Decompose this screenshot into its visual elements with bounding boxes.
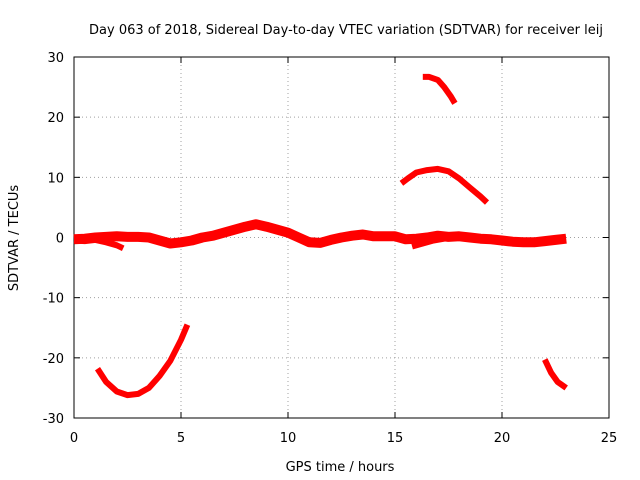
x-tick-label: 15: [387, 431, 404, 446]
y-tick-label: 30: [47, 51, 64, 66]
y-tick-label: 10: [47, 171, 64, 186]
x-tick-label: 5: [177, 431, 185, 446]
chart-title: Day 063 of 2018, Sidereal Day-to-day VTE…: [89, 23, 603, 38]
x-tick-label: 0: [70, 431, 78, 446]
x-tick-label: 10: [280, 431, 297, 446]
y-tick-label: -30: [43, 412, 64, 427]
y-tick-label: 20: [47, 111, 64, 126]
y-tick-label: -10: [43, 292, 64, 307]
tick-labels: 0 5 10 15 20 25 -30 -20 -10 0 10 20 30: [43, 51, 618, 446]
series-early-tail: [73, 236, 125, 252]
series-arc-26: [422, 73, 458, 105]
y-axis-label: SDTVAR / TECUs: [7, 185, 22, 292]
x-axis-label: GPS time / hours: [286, 460, 395, 475]
series-dip-arc: [94, 323, 191, 399]
y-tick-label: 0: [56, 232, 64, 247]
x-tick-label: 20: [494, 431, 511, 446]
series-arc-10: [399, 165, 490, 205]
x-tick-label: 25: [601, 431, 618, 446]
y-tick-label: -20: [43, 352, 64, 367]
series-group: [73, 73, 568, 399]
ticks: [73, 56, 610, 419]
series-late-dip: [542, 358, 568, 391]
series-late-tail: [411, 234, 456, 250]
series-main-band: [73, 219, 567, 249]
